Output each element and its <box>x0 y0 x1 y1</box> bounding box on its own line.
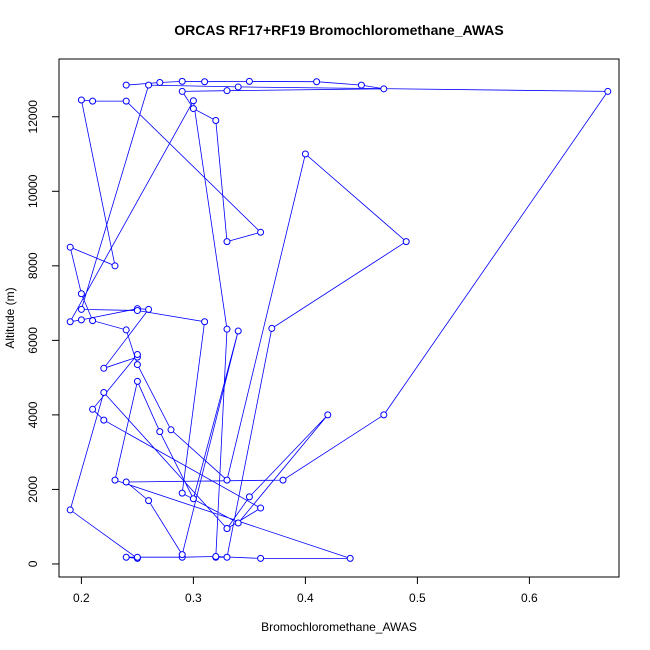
data-point <box>346 554 354 562</box>
data-point <box>89 405 97 413</box>
data-point <box>77 316 85 324</box>
series-lines <box>69 80 609 559</box>
data-point <box>66 318 74 326</box>
data-point <box>604 87 612 95</box>
data-point <box>257 504 265 512</box>
y-tick-label: 6000 <box>26 327 40 354</box>
data-point <box>178 551 186 559</box>
data-point <box>145 81 153 89</box>
data-point <box>89 97 97 105</box>
x-axis-label: Bromochloromethane_AWAS <box>261 620 417 634</box>
data-point <box>111 262 119 270</box>
data-point <box>212 116 220 124</box>
data-point <box>100 389 108 397</box>
data-point <box>257 554 265 562</box>
y-axis-label: Altitude (m) <box>3 287 17 348</box>
series-points <box>66 77 612 562</box>
data-point <box>178 77 186 85</box>
data-point <box>133 553 141 561</box>
data-point <box>313 78 321 86</box>
data-point <box>178 87 186 95</box>
data-point <box>189 495 197 503</box>
data-point <box>402 238 410 246</box>
x-tick-label: 0.5 <box>409 591 426 605</box>
data-point <box>133 361 141 369</box>
data-point <box>145 305 153 313</box>
x-tick-label: 0.3 <box>185 591 202 605</box>
data-point <box>111 476 119 484</box>
data-point <box>133 307 141 315</box>
data-point <box>145 497 153 505</box>
data-point <box>301 150 309 158</box>
data-point <box>223 525 231 533</box>
data-point <box>357 81 365 89</box>
data-point <box>245 77 253 85</box>
y-tick-label: 12000 <box>26 100 40 134</box>
data-point <box>223 238 231 246</box>
y-tick-label: 4000 <box>26 401 40 428</box>
y-tick-label: 10000 <box>26 174 40 208</box>
data-point <box>268 324 276 332</box>
data-point <box>189 97 197 105</box>
x-tick-label: 0.6 <box>521 591 538 605</box>
data-point <box>122 81 130 89</box>
data-point <box>122 553 130 561</box>
data-point <box>223 553 231 561</box>
data-point <box>77 96 85 104</box>
data-point <box>133 377 141 385</box>
data-point <box>89 317 97 325</box>
data-point <box>380 85 388 93</box>
x-tick-label: 0.4 <box>297 591 314 605</box>
data-point <box>234 83 242 91</box>
data-point <box>77 290 85 298</box>
x-tick-label: 0.2 <box>73 591 90 605</box>
data-point <box>380 411 388 419</box>
data-point <box>223 87 231 95</box>
series-line <box>69 80 609 559</box>
y-tick-label: 8000 <box>26 252 40 279</box>
data-point <box>178 489 186 497</box>
data-point <box>234 327 242 335</box>
data-point <box>100 364 108 372</box>
plot-frame <box>58 58 620 578</box>
data-point <box>167 426 175 434</box>
data-point <box>234 519 242 527</box>
data-point <box>77 305 85 313</box>
data-point <box>100 416 108 424</box>
data-point <box>223 325 231 333</box>
data-point <box>133 351 141 359</box>
data-point <box>223 476 231 484</box>
data-point <box>122 326 130 334</box>
data-point <box>201 318 209 326</box>
data-point <box>245 493 253 501</box>
data-point <box>257 228 265 236</box>
data-point <box>279 476 287 484</box>
data-point <box>156 78 164 86</box>
data-point <box>156 428 164 436</box>
y-tick-label: 0 <box>26 560 40 567</box>
chart-title: ORCAS RF17+RF19 Bromochloromethane_AWAS <box>174 22 503 38</box>
data-point <box>66 243 74 251</box>
data-point <box>122 478 130 486</box>
data-point <box>66 506 74 514</box>
y-axis: 0 2000 4000 6000 8000 10000 12000 <box>26 100 60 567</box>
data-point <box>189 105 197 113</box>
data-point <box>201 78 209 86</box>
x-axis: 0.2 0.3 0.4 0.5 0.6 <box>73 576 538 605</box>
data-point <box>122 97 130 105</box>
y-tick-label: 2000 <box>26 476 40 503</box>
data-point <box>212 553 220 561</box>
data-point <box>324 411 332 419</box>
